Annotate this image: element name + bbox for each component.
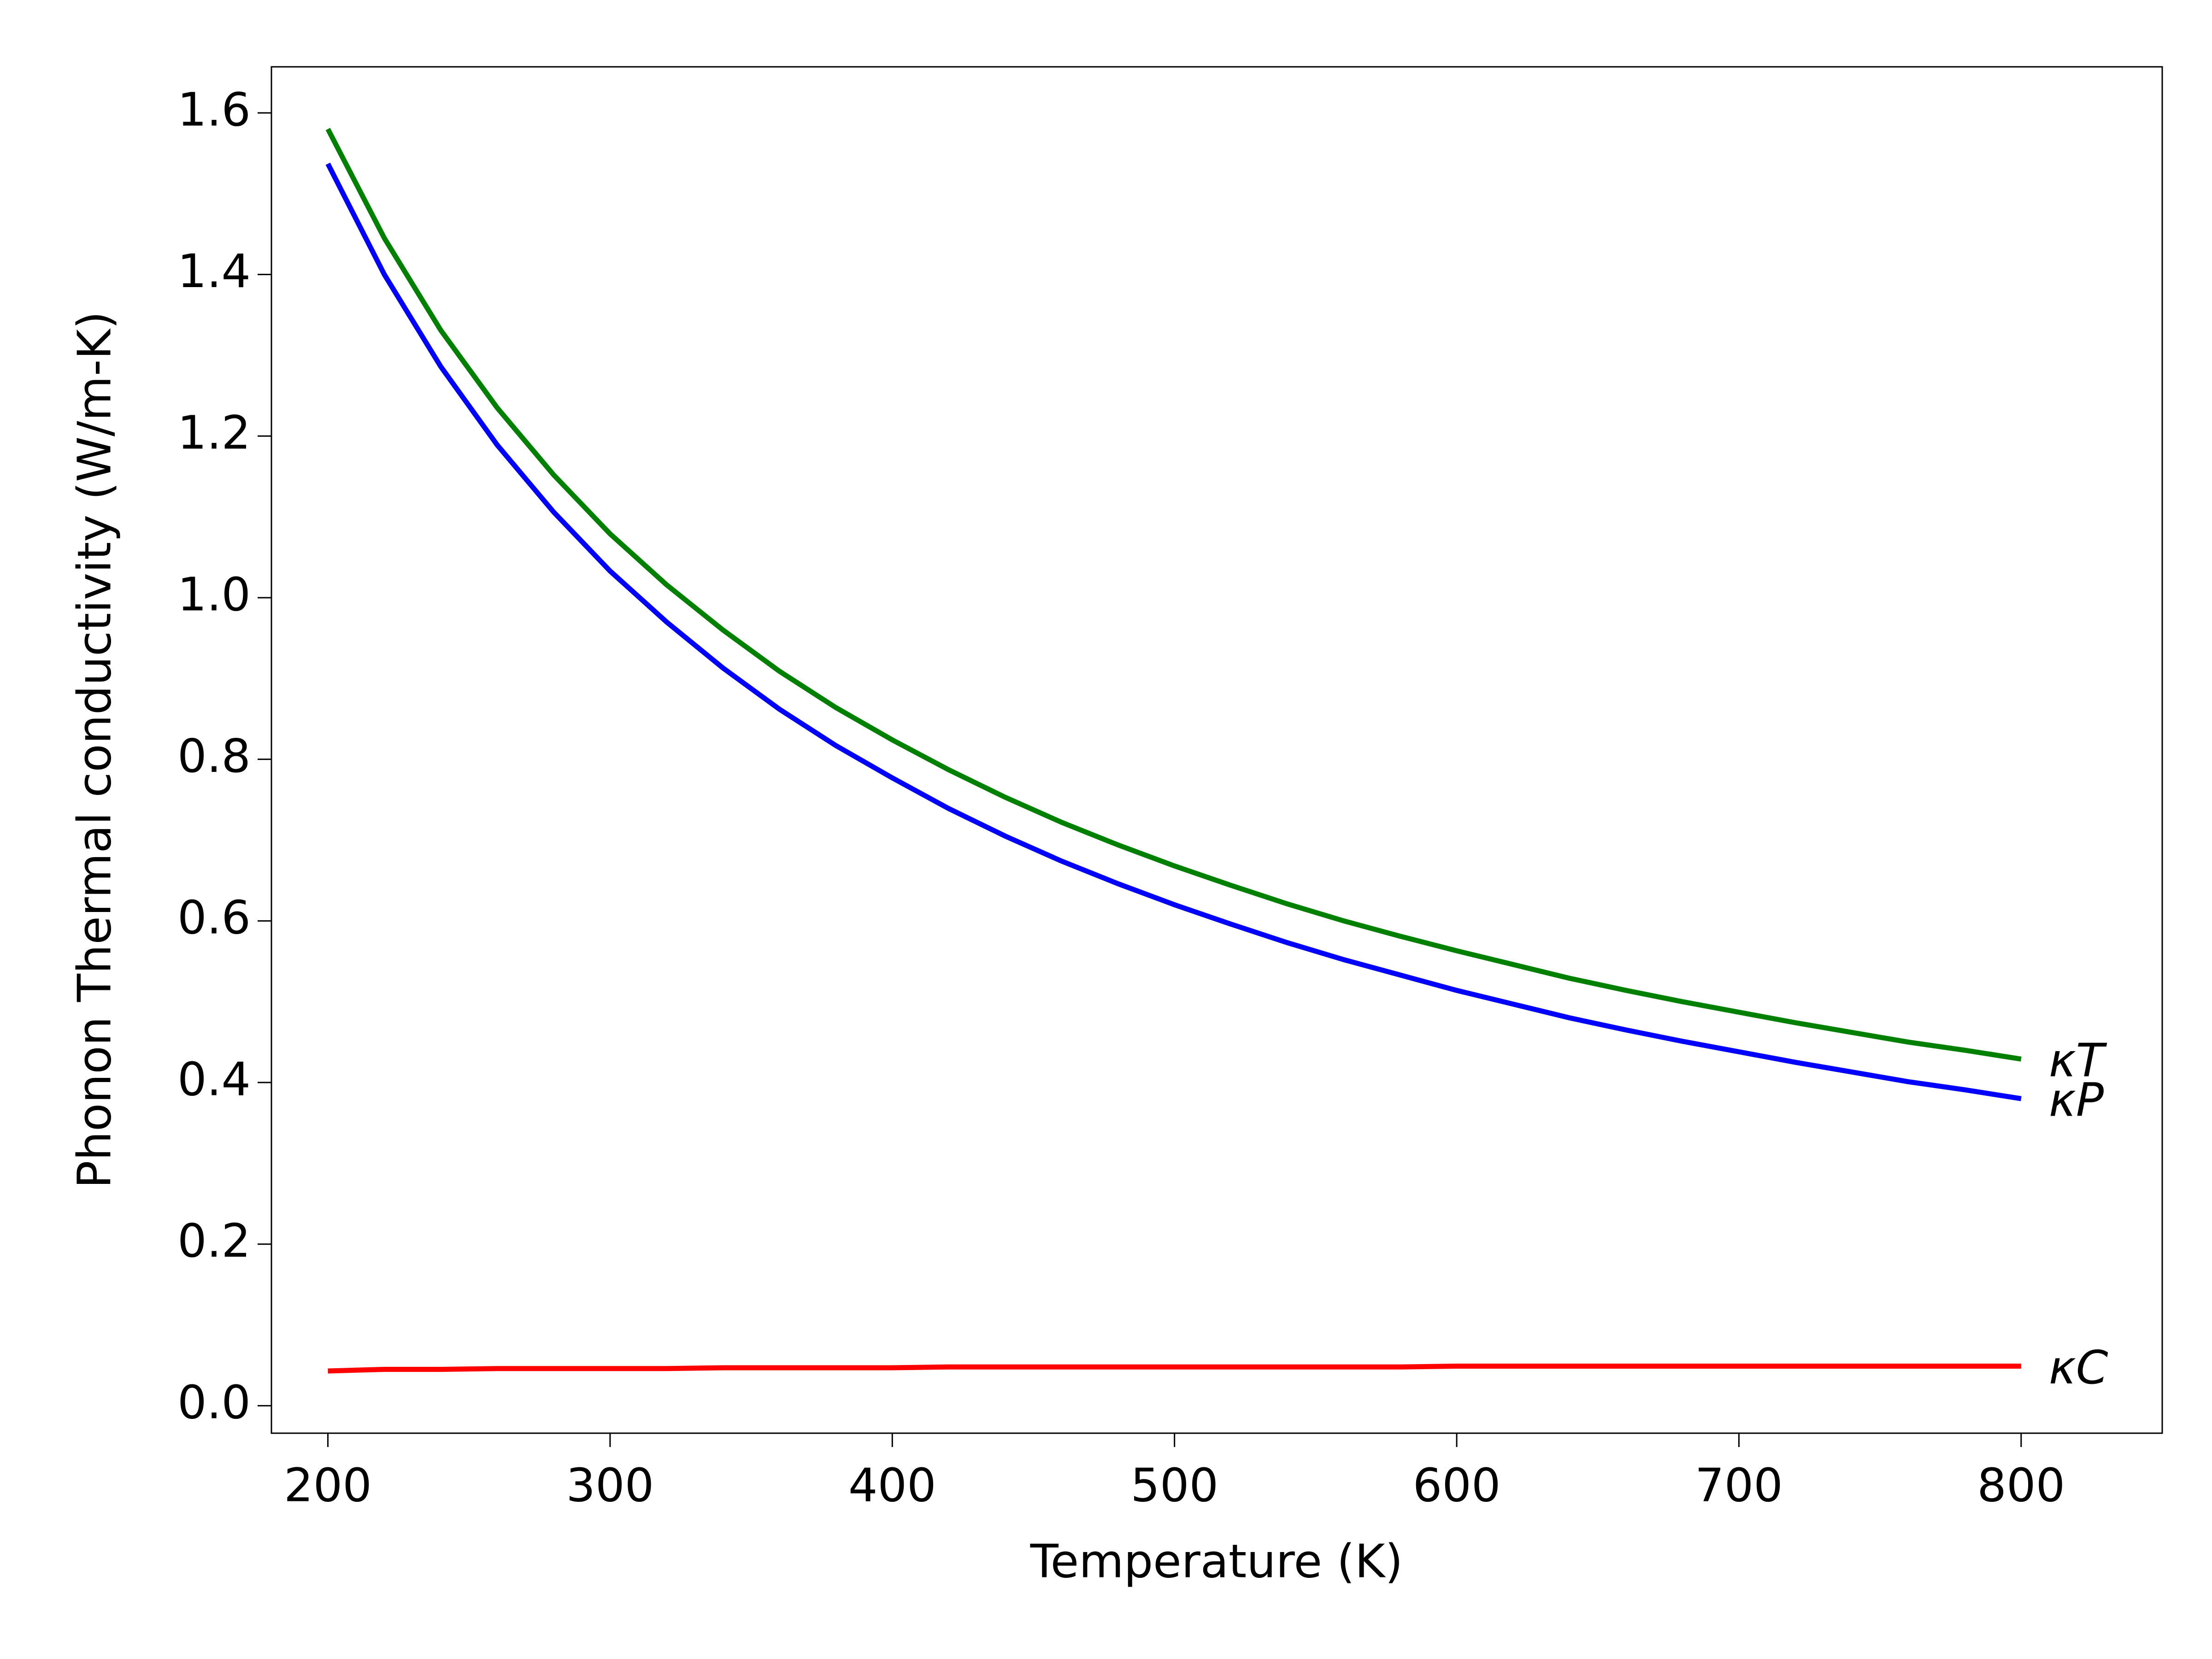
y-tick-label: 1.6 [177,82,251,136]
x-tick-label: 800 [1977,1458,2065,1512]
series-label: κC [2049,1341,2108,1394]
y-tick-label: 0.8 [177,729,251,783]
x-tick-label: 600 [1413,1458,1501,1512]
x-tick-label: 200 [284,1458,372,1512]
x-tick-label: 500 [1130,1458,1218,1512]
y-tick-label: 0.6 [177,891,251,945]
x-tick-label: 300 [566,1458,654,1512]
series-label: κP [2049,1073,2104,1127]
plot-frame [271,66,2163,1434]
y-tick-label: 0.0 [177,1376,251,1430]
y-tick-label: 1.4 [177,244,251,298]
x-axis-label: Temperature (K) [1030,1534,1403,1588]
y-tick-label: 0.4 [177,1052,251,1106]
y-tick-label: 1.2 [177,406,251,460]
x-tick-label: 700 [1695,1458,1783,1512]
y-tick-label: 1.0 [177,567,251,621]
series-line [325,128,2022,1062]
x-tick-label: 400 [848,1458,936,1512]
series-line [328,1363,2021,1374]
y-tick-label: 0.2 [177,1214,251,1268]
series-line [325,162,2022,1101]
y-axis-label: Phonon Thermal conductivity (W/m-K) [67,311,121,1188]
series-label: κT [2049,1034,2107,1088]
